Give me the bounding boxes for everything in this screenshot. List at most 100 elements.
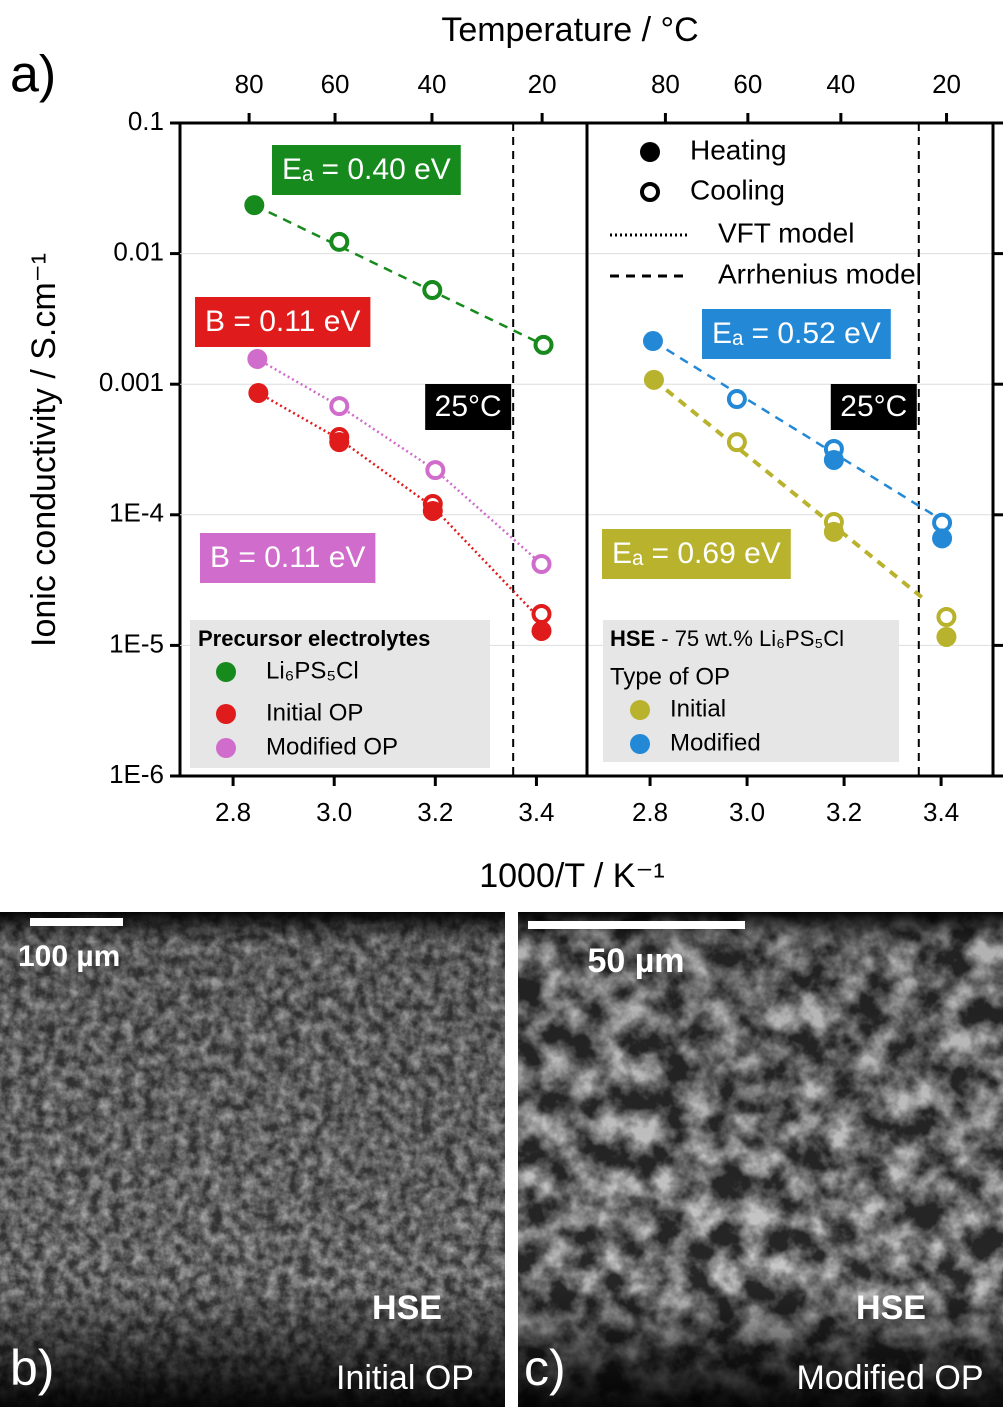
marker-heating <box>823 449 844 470</box>
legend-subtitle: Type of OP <box>610 663 730 690</box>
annotation-box <box>830 384 917 430</box>
legend-label: Cooling <box>690 174 785 205</box>
annotation: 25°C <box>435 390 502 423</box>
x2-tick-label: 40 <box>826 69 855 99</box>
y-tick-label: 0.001 <box>99 367 164 397</box>
x-tick-label: 3.2 <box>417 797 453 827</box>
fit-line <box>652 378 927 602</box>
marker-heating <box>823 521 844 542</box>
marker-heating <box>642 331 663 352</box>
fit-label: Eₐ = 0.40 eV <box>282 153 451 186</box>
fit-line <box>652 339 943 522</box>
x-tick-label: 2.8 <box>632 797 668 827</box>
marker-heating <box>329 432 350 453</box>
x-axis-title: 1000/T / K⁻¹ <box>479 857 665 895</box>
fit-line <box>256 357 543 565</box>
marker-cooling <box>531 554 552 575</box>
y-tick-label: 1E-5 <box>109 628 164 658</box>
legend-marker <box>640 182 660 202</box>
image-label: Initial OP <box>336 1359 474 1397</box>
x-tick-label: 3.0 <box>729 797 765 827</box>
x-tick-label: 3.4 <box>923 797 959 827</box>
sample-label: HSE <box>372 1289 442 1327</box>
legend-label: Modified <box>670 729 761 756</box>
marker-cooling <box>932 512 953 533</box>
marker-cooling <box>329 396 350 417</box>
x2-tick-label: 40 <box>418 69 447 99</box>
legend-label: Initial OP <box>266 699 363 726</box>
x-tick-label: 3.0 <box>316 797 352 827</box>
marker-cooling <box>329 231 350 252</box>
legend-title: Precursor electrolytes <box>198 626 430 651</box>
legend-label: Arrhenius model <box>718 258 922 289</box>
legend-label: Heating <box>690 134 787 165</box>
fit-label-box <box>702 309 891 359</box>
legend-marker <box>216 662 236 682</box>
marker-cooling <box>726 432 747 453</box>
marker-heating <box>643 369 664 390</box>
marker-heating <box>936 626 957 647</box>
x-tick-label: 2.8 <box>215 797 251 827</box>
scale-bar-label: 50 µm <box>587 942 684 980</box>
fit-line <box>257 391 543 622</box>
fit-label: B = 0.11 eV <box>205 305 360 338</box>
marker-heating <box>248 382 269 403</box>
scale-bar-label: 100 µm <box>18 940 120 973</box>
marker-cooling <box>425 460 446 481</box>
panel-label: c) <box>524 1340 566 1396</box>
y-tick-label: 1E-4 <box>109 498 164 528</box>
fit-label: Eₐ = 0.52 eV <box>712 317 881 350</box>
fit-label: B = 0.11 eV <box>210 541 365 574</box>
x2-tick-label: 20 <box>528 69 557 99</box>
legend-marker <box>630 700 650 720</box>
sem-image-b <box>0 912 505 1407</box>
fit-label-box <box>602 529 791 579</box>
legend-title: HSE - 75 wt.% Li₆PS₅Cl <box>610 626 844 651</box>
x2-tick-label: 60 <box>321 69 350 99</box>
y-axis-title: Ionic conductivity / S.cm⁻¹ <box>25 253 63 647</box>
legend-label: Li₆PS₅Cl <box>266 657 359 684</box>
fit-line <box>253 204 545 347</box>
legend-title-bold: HSE <box>610 626 655 651</box>
sample-label: HSE <box>856 1289 926 1327</box>
legend-label: Modified OP <box>266 733 398 760</box>
legend-label: Initial <box>670 695 726 722</box>
x2-tick-label: 80 <box>235 69 264 99</box>
annotation: 25°C <box>840 390 907 423</box>
y-tick-label: 0.01 <box>113 236 164 266</box>
x-tick-label: 3.4 <box>518 797 554 827</box>
annotation-box <box>425 384 512 430</box>
marker-heating <box>244 195 265 216</box>
fit-label-box <box>200 533 376 583</box>
marker-cooling <box>726 389 747 410</box>
legend-box <box>190 620 490 768</box>
marker-cooling <box>533 334 554 355</box>
panel-label: b) <box>10 1340 54 1396</box>
marker-cooling <box>422 280 443 301</box>
legend-box <box>603 620 899 762</box>
legend-label: VFT model <box>718 217 854 248</box>
x2-tick-label: 20 <box>932 69 961 99</box>
x2-tick-label: 60 <box>733 69 762 99</box>
marker-cooling <box>936 606 957 627</box>
x2-axis-title: Temperature / °C <box>441 11 698 49</box>
fit-label-box <box>195 297 371 347</box>
fit-label-box <box>272 145 461 195</box>
image-label: Modified OP <box>796 1359 983 1397</box>
marker-heating <box>932 528 953 549</box>
sem-image-c <box>518 912 1003 1407</box>
y-tick-label: 1E-6 <box>109 759 164 789</box>
fit-label: Eₐ = 0.69 eV <box>612 537 781 570</box>
panel-label: a) <box>10 46 56 104</box>
legend-marker <box>216 738 236 758</box>
legend-title-rest: - 75 wt.% Li₆PS₅Cl <box>661 626 844 651</box>
marker-cooling <box>531 603 552 624</box>
marker-heating <box>247 348 268 369</box>
legend-marker <box>640 142 660 162</box>
marker-heating <box>531 620 552 641</box>
x2-tick-label: 80 <box>651 69 680 99</box>
x-tick-label: 3.2 <box>826 797 862 827</box>
legend-marker <box>216 704 236 724</box>
y-tick-label: 0.1 <box>128 106 164 136</box>
